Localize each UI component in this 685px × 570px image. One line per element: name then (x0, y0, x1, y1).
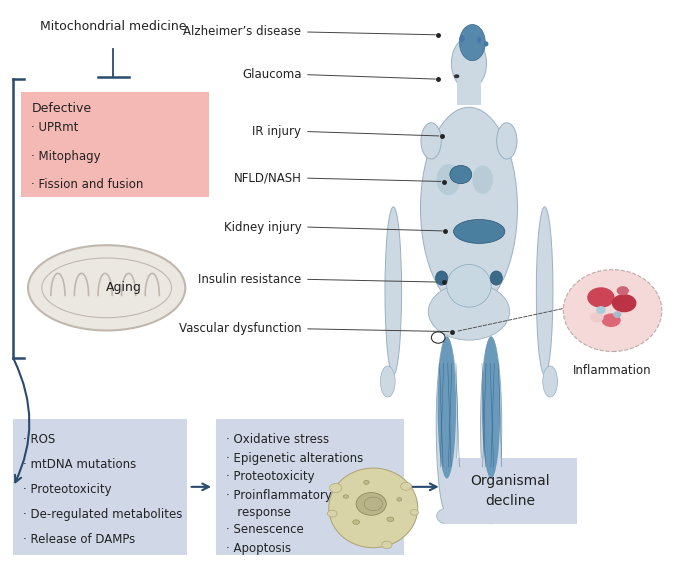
Ellipse shape (428, 283, 510, 340)
Ellipse shape (596, 306, 606, 314)
Text: · ROS: · ROS (23, 433, 55, 446)
Ellipse shape (601, 314, 621, 327)
Ellipse shape (364, 481, 369, 484)
FancyBboxPatch shape (13, 418, 187, 555)
Text: Vascular dysfunction: Vascular dysfunction (179, 322, 301, 335)
Text: · Oxidative stress: · Oxidative stress (226, 433, 329, 446)
Ellipse shape (329, 468, 418, 548)
Text: Inflammation: Inflammation (573, 364, 652, 377)
Text: Glaucoma: Glaucoma (242, 68, 301, 81)
Ellipse shape (477, 37, 482, 43)
Ellipse shape (616, 286, 629, 295)
FancyBboxPatch shape (21, 92, 209, 197)
Ellipse shape (438, 336, 456, 479)
Ellipse shape (480, 337, 501, 514)
Text: Alzheimer’s disease: Alzheimer’s disease (184, 26, 301, 38)
Text: NFLD/NASH: NFLD/NASH (234, 172, 301, 185)
Ellipse shape (329, 483, 342, 492)
Ellipse shape (343, 495, 349, 498)
Ellipse shape (436, 271, 448, 285)
Text: · mtDNA mutations: · mtDNA mutations (23, 458, 136, 471)
Text: · Release of DAMPs: · Release of DAMPs (23, 533, 136, 546)
Ellipse shape (327, 510, 337, 517)
Ellipse shape (382, 541, 392, 548)
Text: · UPRmt: · UPRmt (32, 121, 79, 135)
Ellipse shape (380, 366, 395, 397)
Ellipse shape (481, 508, 501, 524)
Ellipse shape (356, 492, 386, 515)
Circle shape (563, 270, 662, 352)
FancyBboxPatch shape (444, 458, 577, 524)
Text: Defective: Defective (32, 102, 92, 115)
Ellipse shape (42, 258, 171, 317)
Text: · Mitophagy: · Mitophagy (32, 150, 101, 162)
Ellipse shape (453, 219, 505, 243)
Ellipse shape (397, 498, 401, 501)
Ellipse shape (612, 294, 636, 312)
FancyBboxPatch shape (457, 79, 482, 105)
Ellipse shape (450, 165, 472, 184)
Ellipse shape (613, 311, 621, 318)
Ellipse shape (421, 107, 517, 309)
Text: Aging: Aging (105, 282, 142, 294)
Ellipse shape (454, 74, 460, 78)
Ellipse shape (447, 264, 491, 307)
Ellipse shape (436, 508, 457, 524)
Ellipse shape (410, 510, 419, 515)
Ellipse shape (436, 164, 460, 196)
Ellipse shape (490, 271, 503, 285)
FancyBboxPatch shape (216, 418, 404, 555)
Text: IR injury: IR injury (253, 125, 301, 138)
Ellipse shape (460, 35, 465, 42)
Ellipse shape (460, 25, 485, 61)
Text: · Proteotoxicity: · Proteotoxicity (23, 483, 112, 496)
Ellipse shape (387, 517, 394, 522)
Text: Kidney injury: Kidney injury (224, 221, 301, 234)
Ellipse shape (587, 287, 614, 308)
Text: Organismal
decline: Organismal decline (471, 474, 550, 508)
Ellipse shape (436, 337, 458, 514)
Text: · Proinflammatory: · Proinflammatory (226, 489, 332, 502)
Text: · Epigenetic alterations: · Epigenetic alterations (226, 451, 364, 465)
Text: Mitochondrial medicine: Mitochondrial medicine (40, 20, 187, 33)
Text: · Fission and fusion: · Fission and fusion (32, 178, 144, 191)
Ellipse shape (28, 245, 185, 331)
Ellipse shape (497, 123, 517, 159)
Ellipse shape (536, 207, 553, 375)
Ellipse shape (401, 482, 412, 490)
Text: · Proteotoxicity: · Proteotoxicity (226, 470, 315, 483)
Ellipse shape (385, 207, 401, 375)
Ellipse shape (451, 38, 486, 89)
Text: · De-regulated metabolites: · De-regulated metabolites (23, 508, 183, 521)
Ellipse shape (473, 165, 493, 194)
Ellipse shape (353, 520, 360, 524)
Text: · Senescence: · Senescence (226, 523, 304, 536)
Text: · Apoptosis: · Apoptosis (226, 542, 291, 555)
Text: response: response (226, 506, 291, 519)
Text: Insulin resistance: Insulin resistance (198, 273, 301, 286)
Ellipse shape (484, 42, 488, 46)
Ellipse shape (421, 123, 441, 159)
Ellipse shape (590, 312, 603, 323)
Ellipse shape (482, 336, 500, 479)
Ellipse shape (543, 366, 558, 397)
